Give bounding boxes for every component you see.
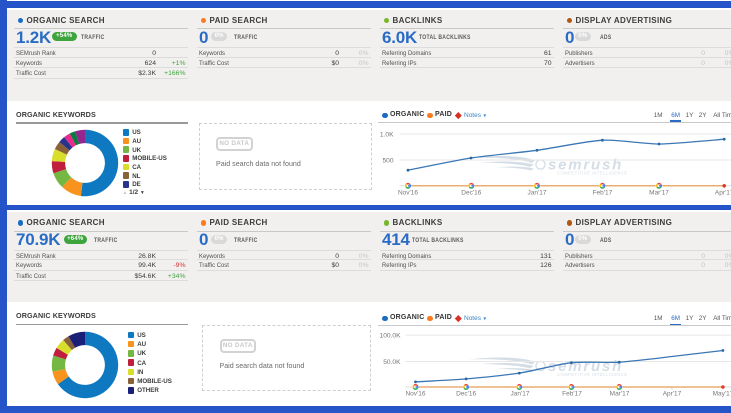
svg-text:Nov'16: Nov'16 xyxy=(405,391,425,398)
svg-text:semrush: semrush xyxy=(548,157,623,174)
svg-text:Dec'16: Dec'16 xyxy=(461,190,481,197)
svg-text:Apr'17: Apr'17 xyxy=(715,190,731,197)
svg-text:Jan'17: Jan'17 xyxy=(511,391,530,398)
svg-text:Mar'17: Mar'17 xyxy=(649,190,669,197)
svg-text:1.0K: 1.0K xyxy=(380,131,394,138)
svg-text:500: 500 xyxy=(382,157,393,164)
svg-text:Feb'17: Feb'17 xyxy=(562,391,582,398)
svg-text:Nov'16: Nov'16 xyxy=(398,190,418,197)
svg-text:Mar'17: Mar'17 xyxy=(610,391,630,398)
svg-text:Feb'17: Feb'17 xyxy=(593,190,613,197)
svg-text:Jan'17: Jan'17 xyxy=(528,190,547,197)
svg-text:Dec'16: Dec'16 xyxy=(456,391,476,398)
svg-text:Apr'17: Apr'17 xyxy=(663,391,682,398)
svg-text:May'17: May'17 xyxy=(713,391,731,398)
svg-text:100.0K: 100.0K xyxy=(380,332,402,339)
svg-text:50.0K: 50.0K xyxy=(383,359,401,366)
svg-text:COMPETITIVE INTELLIGENCE: COMPETITIVE INTELLIGENCE xyxy=(557,171,628,176)
svg-text:COMPETITIVE INTELLIGENCE: COMPETITIVE INTELLIGENCE xyxy=(557,372,628,377)
